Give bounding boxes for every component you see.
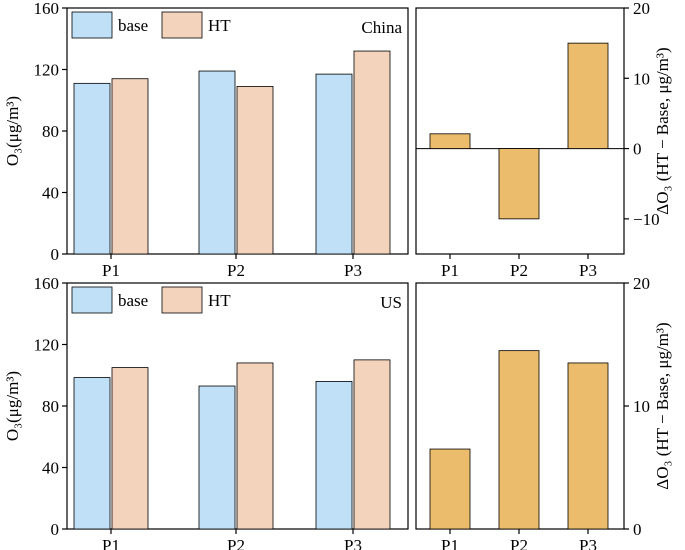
- bar-o-p3: [567, 362, 609, 530]
- bar-ht-p1: [111, 367, 149, 530]
- y-tick-label: 0: [633, 140, 642, 159]
- bar-o-p1: [429, 448, 471, 530]
- y-tick-label: 120: [34, 61, 60, 80]
- bar-base-p2: [198, 70, 236, 255]
- legend-label-base: base: [118, 16, 148, 35]
- panel-china-diff: −10 0 10 20 P1 P2 P3 ΔO₃ (HT − Base, μg/m³): [415, 0, 672, 280]
- legend-label-base: base: [118, 291, 148, 310]
- x-tick-label: P1: [102, 536, 120, 550]
- legend-swatch-base: [71, 286, 113, 314]
- x-tick-label: P1: [102, 261, 120, 280]
- y-tick-label: 40: [42, 184, 59, 203]
- x-tick-label: P2: [510, 536, 528, 550]
- bar-o-p2: [498, 148, 540, 220]
- legend-swatch-ht: [161, 11, 203, 39]
- bar-ht-p1: [111, 78, 149, 255]
- panel-us-abs: 0 40 80 120 160 P1 P2 P3 O₃(μg/m³) base HT US: [3, 274, 409, 550]
- legend-label-ht: HT: [208, 16, 231, 35]
- legend-swatch-base: [71, 11, 113, 39]
- bar-base-p1: [73, 82, 111, 255]
- panel-china-abs: 0 40 80 120 160 P1 P2 P3 O₃(μg/m³) base HT China: [3, 0, 409, 280]
- bar-o-p2: [498, 350, 540, 530]
- y-tick-label: 160: [34, 0, 60, 18]
- y-tick-label: 0: [51, 245, 60, 264]
- y-axis-label: ΔO₃ (HT − Base, μg/m³): [653, 322, 672, 489]
- y-tick-label: 10: [633, 397, 650, 416]
- bar-base-p3: [315, 73, 353, 255]
- bar-o-p1: [429, 133, 471, 149]
- bar-base-p1: [73, 377, 111, 530]
- x-tick-label: P3: [579, 536, 597, 550]
- region-label: China: [361, 18, 402, 37]
- legend-label-ht: HT: [208, 291, 231, 310]
- region-label: US: [380, 293, 402, 312]
- y-tick-label: 0: [633, 520, 642, 539]
- panel-us-diff: 0 10 20 P1 P2 P3 ΔO₃ (HT − Base, μg/m³): [415, 274, 672, 550]
- y-axis-label: O₃(μg/m³): [3, 96, 22, 166]
- bar-base-p3: [315, 380, 353, 530]
- y-tick-label: 160: [34, 274, 60, 293]
- y-tick-label: 10: [633, 69, 650, 88]
- bar-ht-p3: [353, 50, 391, 255]
- y-tick-label: 80: [42, 122, 59, 141]
- x-tick-label: P2: [227, 261, 245, 280]
- y-tick-label: 0: [51, 520, 60, 539]
- y-tick-label: 20: [633, 274, 650, 293]
- y-tick-label: 20: [633, 0, 650, 18]
- x-tick-label: P1: [441, 261, 459, 280]
- y-tick-label: 80: [42, 397, 59, 416]
- legend-swatch-ht: [161, 286, 203, 314]
- plot-frame: [415, 7, 625, 255]
- y-tick-label: −10: [633, 210, 660, 229]
- bar-ht-p2: [236, 86, 274, 255]
- x-tick-label: P3: [344, 261, 362, 280]
- y-axis-label: ΔO₃ (HT − Base, μg/m³): [653, 47, 672, 214]
- y-tick-label: 40: [42, 459, 59, 478]
- y-tick-label: 120: [34, 336, 60, 355]
- bar-ht-p2: [236, 362, 274, 530]
- y-axis-label: O₃(μg/m³): [3, 371, 22, 441]
- x-tick-label: P2: [510, 261, 528, 280]
- x-tick-label: P1: [441, 536, 459, 550]
- x-tick-label: P3: [344, 536, 362, 550]
- bar-ht-p3: [353, 359, 391, 530]
- bar-base-p2: [198, 385, 236, 530]
- x-tick-label: P3: [579, 261, 597, 280]
- x-tick-label: P2: [227, 536, 245, 550]
- bar-o-p3: [567, 42, 609, 149]
